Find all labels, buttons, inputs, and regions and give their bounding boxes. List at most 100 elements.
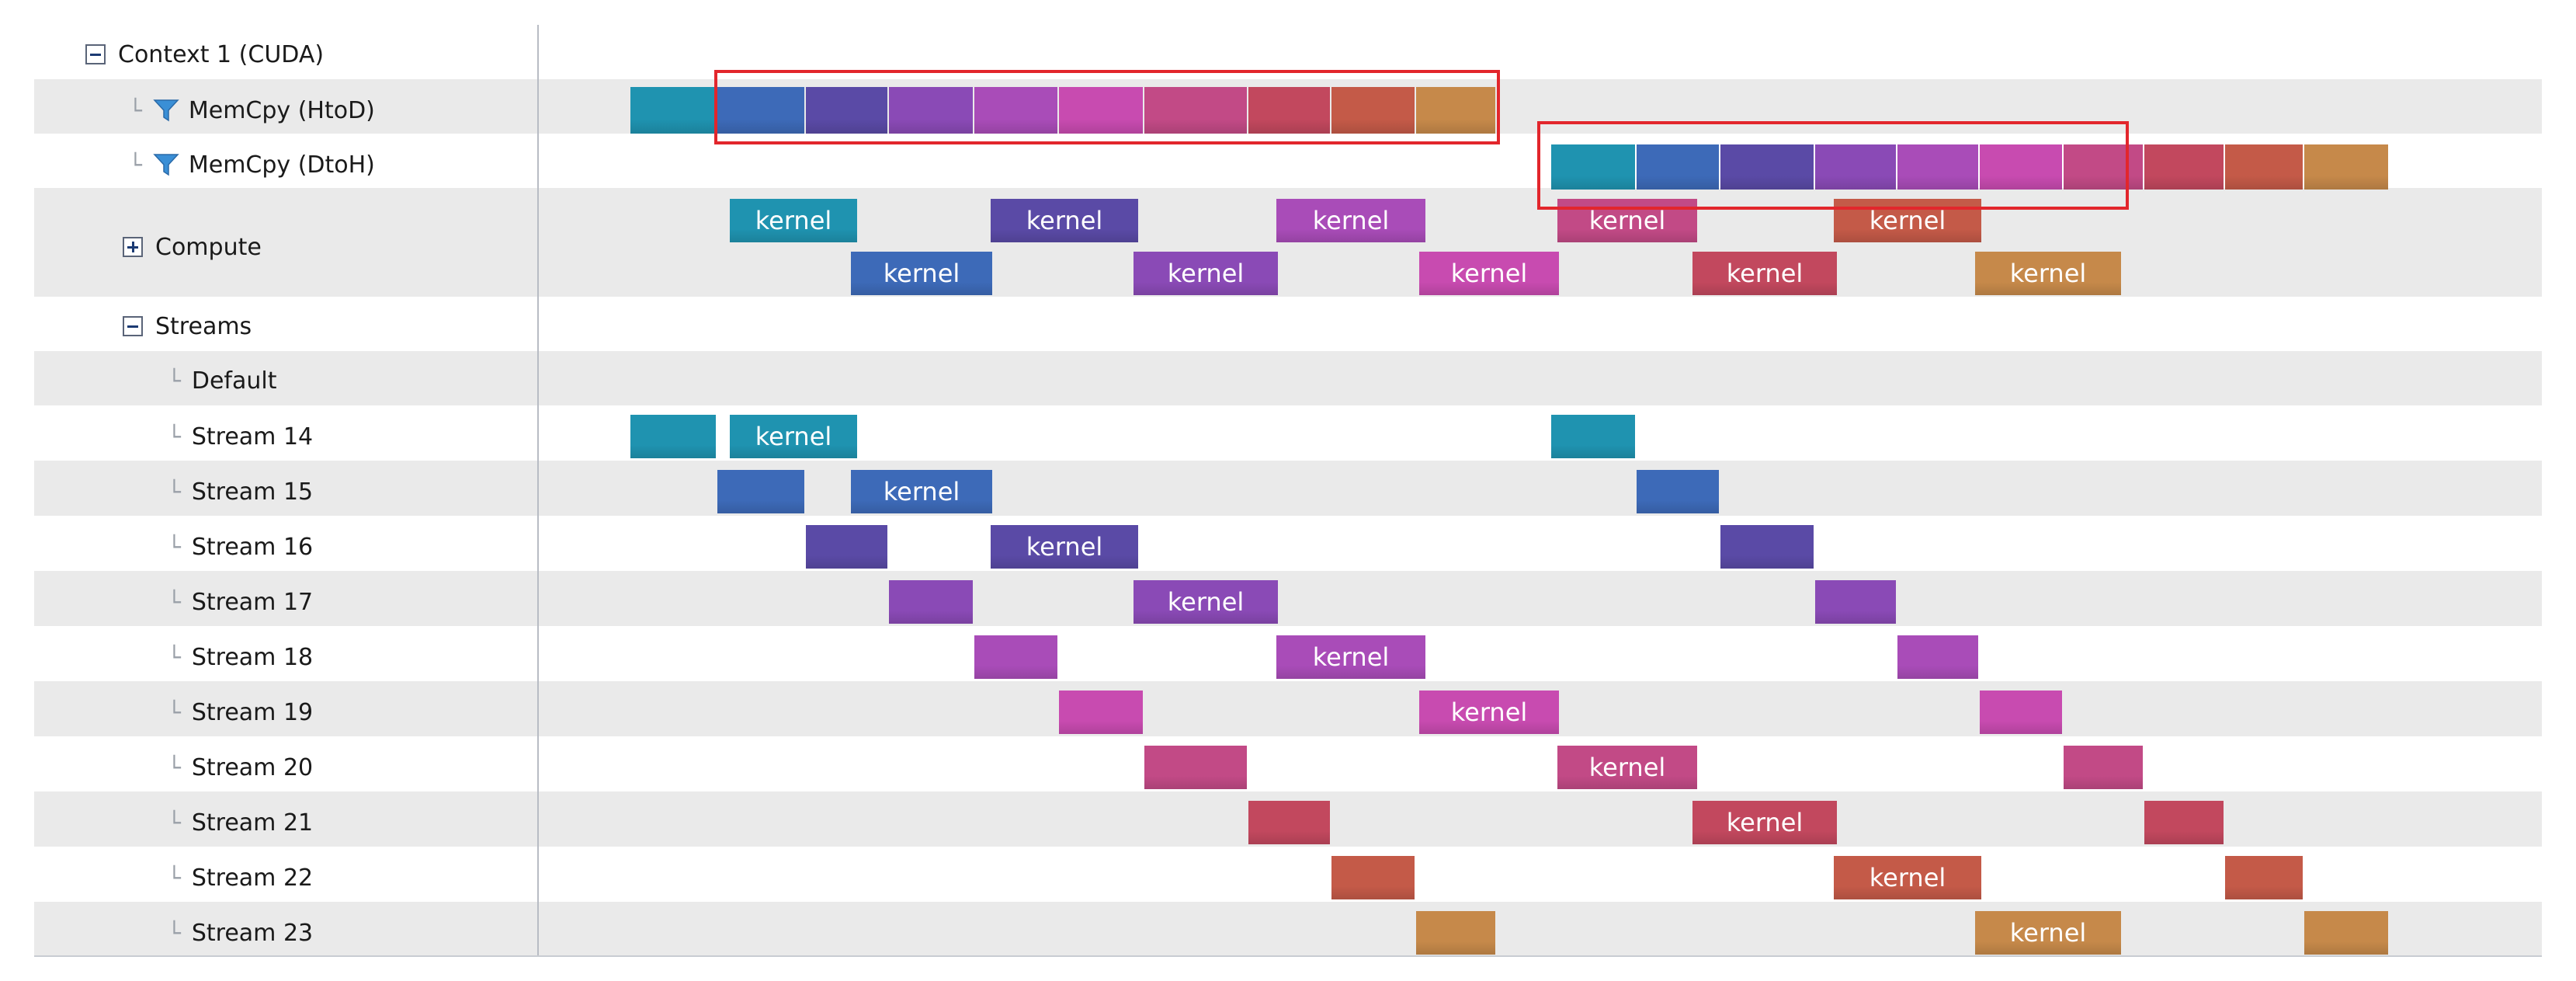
memcpy-dtoh-bar[interactable] (1720, 144, 1814, 190)
memcpy-dtoh-bar[interactable] (1551, 144, 1635, 190)
stream-kernel-bar[interactable]: kernel (1692, 801, 1837, 844)
stream-label: Stream 17 (191, 588, 314, 616)
memcpy-dtoh-bar[interactable] (2064, 144, 2143, 190)
memcpy-htod-bar[interactable] (1059, 87, 1143, 134)
tree-node-stream[interactable]: └ Stream 19 (168, 697, 313, 728)
row-background (34, 571, 2542, 626)
stream-kernel-bar[interactable]: kernel (991, 525, 1138, 569)
memcpy-htod-bar[interactable] (974, 87, 1057, 134)
compute-kernel-bar[interactable]: kernel (1975, 252, 2121, 295)
stream-kernel-bar[interactable]: kernel (730, 415, 857, 458)
tree-node-stream[interactable]: └ Stream 17 (168, 586, 313, 617)
funnel-filter-icon[interactable] (153, 152, 179, 177)
compute-kernel-bar[interactable]: kernel (1134, 252, 1278, 295)
compute-kernel-bar[interactable]: kernel (851, 252, 992, 295)
compute-kernel-bar[interactable]: kernel (1834, 199, 1981, 242)
stream-kernel-bar[interactable]: kernel (1419, 691, 1559, 734)
memcpy-dtoh-bar[interactable] (1980, 144, 2062, 190)
row-background (34, 902, 2542, 957)
minus-toggle-icon[interactable] (123, 316, 143, 336)
kernel-label: kernel (1312, 642, 1390, 672)
tree-node-stream[interactable]: └ Stream 15 (168, 476, 313, 507)
stream-kernel-bar[interactable]: kernel (1276, 635, 1425, 679)
stream-memcpy-htod-bar[interactable] (1059, 691, 1143, 734)
kernel-label: kernel (883, 477, 960, 506)
minus-toggle-icon[interactable] (85, 44, 106, 64)
stream-memcpy-dtoh-bar[interactable] (1551, 415, 1635, 458)
compute-kernel-bar[interactable]: kernel (991, 199, 1138, 242)
stream-memcpy-dtoh-bar[interactable] (1897, 635, 1978, 679)
kernel-label: kernel (1869, 206, 1946, 235)
stream-memcpy-htod-bar[interactable] (1416, 911, 1495, 955)
tree-node-stream[interactable]: └ Stream 20 (168, 752, 313, 783)
stream-memcpy-htod-bar[interactable] (1144, 746, 1247, 789)
stream-memcpy-dtoh-bar[interactable] (1815, 580, 1896, 624)
kernel-label: kernel (1026, 206, 1103, 235)
stream-label: Stream 16 (191, 533, 314, 561)
plus-toggle-icon[interactable] (123, 237, 143, 257)
memcpy-htod-bar[interactable] (806, 87, 887, 134)
tree-node-memcpy-htod[interactable]: └ MemCpy (HtoD) (129, 95, 375, 126)
stream-memcpy-dtoh-bar[interactable] (2304, 911, 2388, 955)
funnel-filter-icon[interactable] (153, 98, 179, 123)
memcpy-dtoh-bar[interactable] (2225, 144, 2303, 190)
compute-kernel-bar[interactable]: kernel (730, 199, 857, 242)
tree-node-stream[interactable]: └ Stream 23 (168, 917, 313, 948)
kernel-label: kernel (755, 206, 832, 235)
kernel-label: kernel (2009, 918, 2087, 948)
tree-node-memcpy-dtoh[interactable]: └ MemCpy (DtoH) (129, 149, 375, 180)
stream-memcpy-dtoh-bar[interactable] (1637, 470, 1719, 513)
stream-memcpy-dtoh-bar[interactable] (2144, 801, 2224, 844)
memcpy-dtoh-bar[interactable] (1897, 144, 1978, 190)
compute-kernel-bar[interactable]: kernel (1557, 199, 1697, 242)
memcpy-htod-bar[interactable] (717, 87, 804, 134)
stream-memcpy-dtoh-bar[interactable] (2225, 856, 2303, 899)
compute-kernel-bar[interactable]: kernel (1692, 252, 1837, 295)
stream-memcpy-dtoh-bar[interactable] (1980, 691, 2062, 734)
stream-kernel-bar[interactable]: kernel (1975, 911, 2121, 955)
tree-node-stream[interactable]: └ Stream 16 (168, 531, 313, 562)
memcpy-htod-bar[interactable] (889, 87, 973, 134)
compute-kernel-bar[interactable]: kernel (1276, 199, 1425, 242)
tree-node-compute[interactable]: Compute (123, 231, 262, 263)
stream-memcpy-dtoh-bar[interactable] (1720, 525, 1814, 569)
memcpy-dtoh-bar[interactable] (2304, 144, 2388, 190)
memcpy-dtoh-bar[interactable] (1637, 144, 1719, 190)
tree-connector-icon: └ (168, 809, 181, 836)
stream-memcpy-htod-bar[interactable] (974, 635, 1057, 679)
memcpy-dtoh-bar[interactable] (2144, 144, 2224, 190)
memcpy-dtoh-label: MemCpy (DtoH) (188, 151, 375, 179)
memcpy-htod-label: MemCpy (HtoD) (188, 96, 375, 124)
stream-kernel-bar[interactable]: kernel (1134, 580, 1278, 624)
tree-node-stream[interactable]: └ Stream 14 (168, 421, 313, 452)
stream-label: Stream 23 (191, 919, 314, 947)
tree-node-stream[interactable]: └ Stream 22 (168, 862, 313, 893)
stream-memcpy-htod-bar[interactable] (717, 470, 804, 513)
stream-kernel-bar[interactable]: kernel (851, 470, 992, 513)
dtoh-highlight-box (1537, 121, 2129, 210)
memcpy-htod-bar[interactable] (1144, 87, 1247, 134)
memcpy-dtoh-bar[interactable] (1815, 144, 1896, 190)
memcpy-htod-bar[interactable] (1416, 87, 1495, 134)
stream-memcpy-dtoh-bar[interactable] (2064, 746, 2143, 789)
stream-memcpy-htod-bar[interactable] (889, 580, 973, 624)
stream-memcpy-htod-bar[interactable] (1331, 856, 1415, 899)
tree-node-stream[interactable]: └ Stream 18 (168, 642, 313, 673)
stream-memcpy-htod-bar[interactable] (1248, 801, 1330, 844)
tree-node-stream[interactable]: └ Stream 21 (168, 807, 313, 838)
stream-label: Stream 18 (191, 643, 314, 671)
tree-node-default-stream[interactable]: └ Default (168, 365, 276, 396)
memcpy-htod-bar[interactable] (1331, 87, 1415, 134)
tree-node-streams[interactable]: Streams (123, 311, 252, 342)
kernel-label: kernel (1588, 206, 1666, 235)
tree-connector-icon: └ (168, 754, 181, 781)
stream-memcpy-htod-bar[interactable] (806, 525, 887, 569)
stream-kernel-bar[interactable]: kernel (1557, 746, 1697, 789)
stream-kernel-bar[interactable]: kernel (1834, 856, 1981, 899)
compute-kernel-bar[interactable]: kernel (1419, 252, 1559, 295)
memcpy-htod-bar[interactable] (1248, 87, 1330, 134)
memcpy-htod-bar[interactable] (630, 87, 716, 134)
tree-connector-icon: └ (168, 644, 181, 670)
tree-node-context[interactable]: Context 1 (CUDA) (85, 39, 324, 70)
stream-memcpy-htod-bar[interactable] (630, 415, 716, 458)
